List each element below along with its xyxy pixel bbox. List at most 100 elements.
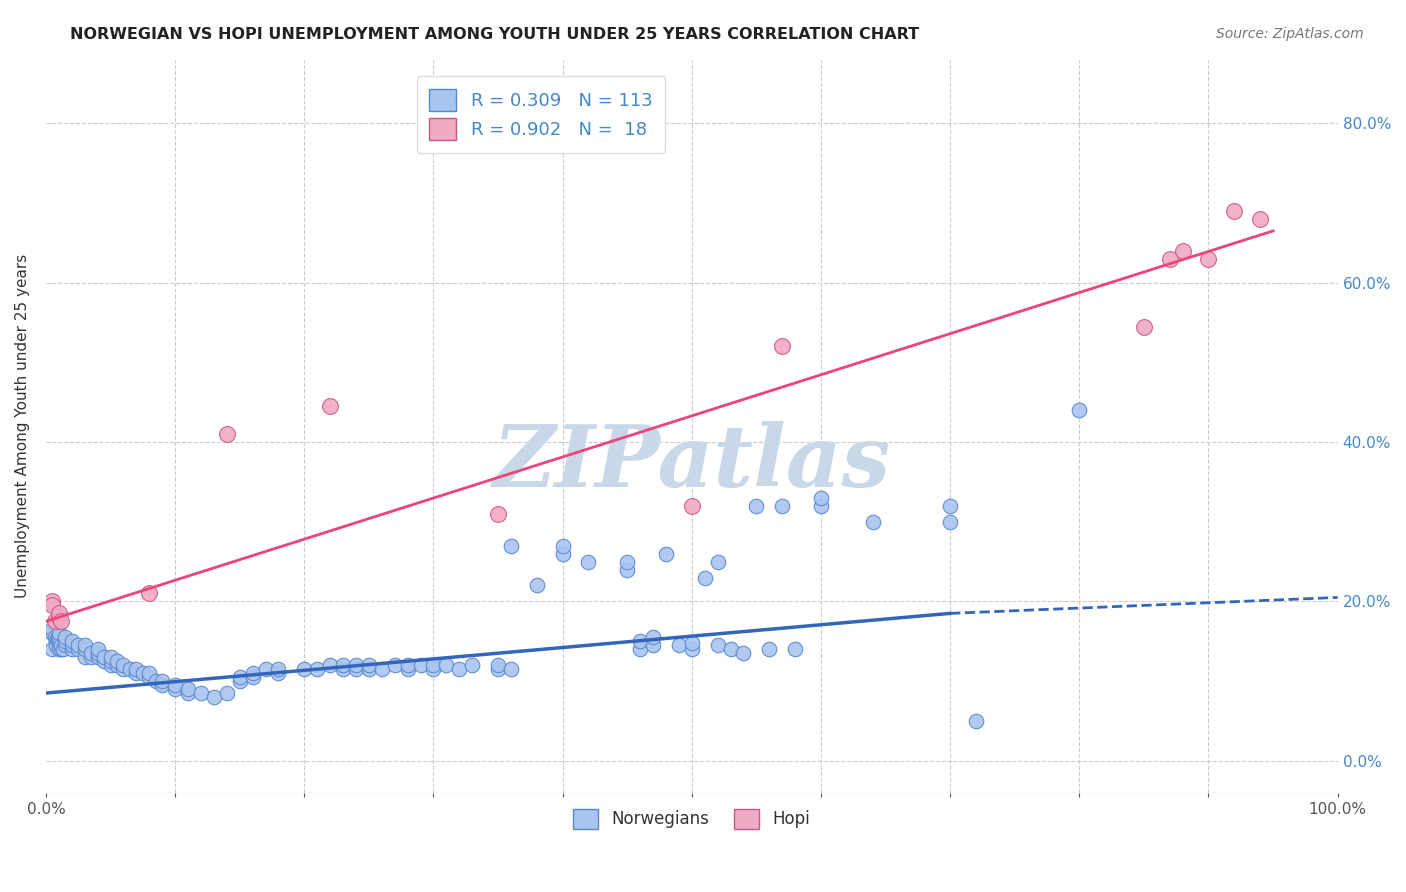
Point <box>628 642 651 657</box>
Point <box>422 658 444 673</box>
Point <box>45 634 67 648</box>
Point <box>53 638 76 652</box>
Point <box>409 658 432 673</box>
Point <box>681 499 703 513</box>
Point <box>228 670 250 684</box>
Point <box>73 650 96 665</box>
Point <box>44 615 66 629</box>
Point <box>758 642 780 657</box>
Point <box>138 586 160 600</box>
Point <box>396 662 419 676</box>
Point <box>319 658 342 673</box>
Point <box>67 642 90 657</box>
Point <box>254 662 277 676</box>
Point <box>1069 403 1091 417</box>
Point <box>785 642 807 657</box>
Point <box>177 682 200 697</box>
Point <box>641 630 664 644</box>
Point <box>48 626 70 640</box>
Point <box>105 658 128 673</box>
Point <box>86 646 108 660</box>
Point <box>73 642 96 657</box>
Point <box>434 658 457 673</box>
Point <box>344 662 367 676</box>
Point <box>100 658 122 673</box>
Text: Source: ZipAtlas.com: Source: ZipAtlas.com <box>1216 27 1364 41</box>
Point <box>810 499 832 513</box>
Point <box>138 666 160 681</box>
Point <box>112 658 135 673</box>
Legend: Norwegians, Hopi: Norwegians, Hopi <box>567 802 817 836</box>
Point <box>1159 252 1181 266</box>
Point <box>93 654 115 668</box>
Point <box>44 630 66 644</box>
Point <box>267 666 290 681</box>
Point <box>939 515 962 529</box>
Point <box>125 666 148 681</box>
Point <box>720 642 742 657</box>
Point <box>371 662 394 676</box>
Point <box>486 507 509 521</box>
Point <box>1249 211 1271 226</box>
Point <box>105 654 128 668</box>
Point <box>165 678 187 692</box>
Point <box>86 650 108 665</box>
Point <box>242 666 264 681</box>
Point <box>357 662 380 676</box>
Point <box>396 658 419 673</box>
Point <box>190 686 212 700</box>
Point <box>52 642 75 657</box>
Point <box>41 623 63 637</box>
Y-axis label: Unemployment Among Youth under 25 years: Unemployment Among Youth under 25 years <box>15 254 30 599</box>
Point <box>80 646 103 660</box>
Point <box>48 630 70 644</box>
Point <box>319 399 342 413</box>
Point <box>770 499 793 513</box>
Text: NORWEGIAN VS HOPI UNEMPLOYMENT AMONG YOUTH UNDER 25 YEARS CORRELATION CHART: NORWEGIAN VS HOPI UNEMPLOYMENT AMONG YOU… <box>70 27 920 42</box>
Point <box>60 634 83 648</box>
Point <box>51 638 73 652</box>
Point <box>965 714 987 728</box>
Point <box>177 686 200 700</box>
Point <box>693 570 716 584</box>
Point <box>486 658 509 673</box>
Point <box>60 642 83 657</box>
Point <box>242 670 264 684</box>
Point <box>422 662 444 676</box>
Point <box>384 658 406 673</box>
Point <box>668 638 690 652</box>
Point <box>86 642 108 657</box>
Point <box>67 638 90 652</box>
Point <box>48 610 70 624</box>
Point <box>332 662 354 676</box>
Point <box>681 642 703 657</box>
Point <box>80 650 103 665</box>
Point <box>499 662 522 676</box>
Point <box>486 662 509 676</box>
Point <box>449 662 471 676</box>
Point <box>41 626 63 640</box>
Point <box>132 666 155 681</box>
Point <box>551 539 574 553</box>
Point <box>1133 319 1156 334</box>
Point <box>53 634 76 648</box>
Point <box>461 658 484 673</box>
Point <box>770 339 793 353</box>
Point <box>616 563 638 577</box>
Point <box>118 662 141 676</box>
Point <box>499 539 522 553</box>
Point <box>125 662 148 676</box>
Point <box>344 658 367 673</box>
Point <box>93 650 115 665</box>
Point <box>706 555 728 569</box>
Point <box>526 578 548 592</box>
Point <box>48 607 70 621</box>
Point <box>51 642 73 657</box>
Point <box>228 674 250 689</box>
Point <box>48 642 70 657</box>
Point <box>215 427 238 442</box>
Point <box>165 682 187 697</box>
Point <box>578 555 600 569</box>
Point <box>1223 204 1246 219</box>
Point <box>332 658 354 673</box>
